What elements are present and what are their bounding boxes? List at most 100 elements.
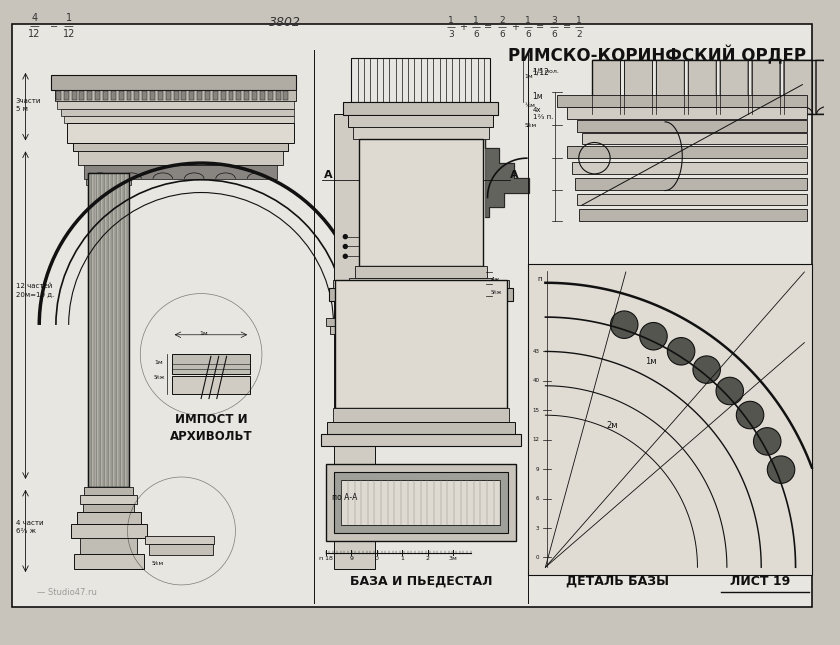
Bar <box>125 173 128 487</box>
Text: 6: 6 <box>551 30 557 39</box>
Text: =: = <box>485 22 492 32</box>
Bar <box>81 495 137 504</box>
Bar <box>174 92 179 101</box>
Bar <box>123 173 125 487</box>
Bar <box>87 92 92 101</box>
Bar <box>349 115 493 127</box>
Bar <box>591 60 840 114</box>
Text: 2м: 2м <box>606 421 617 430</box>
Bar <box>88 173 129 487</box>
Text: 40: 40 <box>533 379 539 383</box>
Text: ЛИСТ 19: ЛИСТ 19 <box>730 575 790 588</box>
Text: 4,5 пол.: 4,5 пол. <box>533 69 559 74</box>
Bar <box>83 504 134 512</box>
Circle shape <box>737 401 764 429</box>
Bar <box>60 109 294 116</box>
Bar <box>181 92 186 101</box>
Bar <box>119 173 121 487</box>
FancyBboxPatch shape <box>720 60 748 114</box>
Text: 1: 1 <box>525 16 531 25</box>
Text: 0: 0 <box>536 555 539 560</box>
Text: по А-А: по А-А <box>332 493 357 502</box>
Bar <box>134 92 139 101</box>
Bar <box>326 464 516 541</box>
Text: ½м: ½м <box>525 103 536 108</box>
Bar <box>94 173 97 487</box>
Text: 4х: 4х <box>533 107 541 113</box>
Text: 5⁄₆м: 5⁄₆м <box>152 561 164 566</box>
Bar <box>74 553 144 569</box>
Circle shape <box>344 235 347 239</box>
Bar <box>333 280 509 288</box>
FancyBboxPatch shape <box>752 60 780 114</box>
Text: 1: 1 <box>400 557 404 561</box>
Bar <box>91 173 92 487</box>
Bar <box>150 92 155 101</box>
Bar <box>80 92 84 101</box>
Bar <box>353 127 489 139</box>
Bar <box>105 173 107 487</box>
Bar <box>276 92 281 101</box>
Text: 1: 1 <box>449 16 454 25</box>
Bar <box>252 92 257 101</box>
Text: п: п <box>537 276 542 282</box>
Bar <box>321 434 521 446</box>
FancyBboxPatch shape <box>656 60 685 114</box>
Bar <box>95 92 100 101</box>
Text: 4 части: 4 части <box>16 520 43 526</box>
Bar <box>109 173 111 487</box>
Bar <box>57 101 294 109</box>
Text: 1/12: 1/12 <box>533 68 549 77</box>
Bar <box>165 92 171 101</box>
Text: ДЕТАЛЬ БАЗЫ: ДЕТАЛЬ БАЗЫ <box>566 575 669 588</box>
Text: БАЗА И ПЬЕДЕСТАЛ: БАЗА И ПЬЕДЕСТАЛ <box>349 575 492 588</box>
Bar <box>326 318 382 326</box>
Bar <box>189 92 194 101</box>
Bar <box>55 90 297 101</box>
Bar <box>88 173 91 487</box>
Text: 1м: 1м <box>199 331 207 336</box>
Text: 1м: 1м <box>533 92 543 101</box>
Bar <box>567 146 807 158</box>
Bar <box>102 173 105 487</box>
Bar <box>334 280 507 408</box>
Text: 6: 6 <box>536 496 539 501</box>
Bar <box>582 133 807 144</box>
Bar <box>567 107 807 119</box>
Polygon shape <box>485 139 528 217</box>
Text: 15: 15 <box>533 408 539 413</box>
Bar <box>528 264 812 575</box>
Text: 4ж: 4ж <box>491 277 500 282</box>
Text: 0: 0 <box>375 557 379 561</box>
Bar <box>72 143 288 152</box>
Bar <box>329 326 379 333</box>
Text: =: = <box>537 22 544 32</box>
Bar <box>56 92 60 101</box>
Bar <box>84 487 134 495</box>
Text: РИМСКО-КОРИНФСКИЙ ОРДЕР: РИМСКО-КОРИНФСКИЙ ОРДЕР <box>508 46 806 65</box>
Text: 5⁄₆м: 5⁄₆м <box>525 123 537 128</box>
Bar <box>171 376 250 393</box>
Text: —: — <box>447 23 456 32</box>
Bar <box>158 92 163 101</box>
Text: 6⅔ ж: 6⅔ ж <box>16 528 35 534</box>
Bar <box>145 536 214 544</box>
Bar <box>355 266 486 278</box>
Circle shape <box>344 254 347 258</box>
FancyBboxPatch shape <box>592 60 621 114</box>
Bar <box>228 92 234 101</box>
Text: 2: 2 <box>426 557 430 561</box>
Circle shape <box>693 356 721 383</box>
Bar <box>64 92 69 101</box>
FancyBboxPatch shape <box>688 60 716 114</box>
Text: 2: 2 <box>500 16 505 25</box>
Text: 1м: 1м <box>154 360 163 365</box>
Bar <box>84 165 276 179</box>
Bar <box>557 95 807 107</box>
Bar <box>351 58 491 103</box>
Bar <box>244 92 249 101</box>
Bar <box>344 103 498 115</box>
Text: 1: 1 <box>576 16 581 25</box>
Bar <box>117 173 119 487</box>
Text: —: — <box>523 23 533 32</box>
